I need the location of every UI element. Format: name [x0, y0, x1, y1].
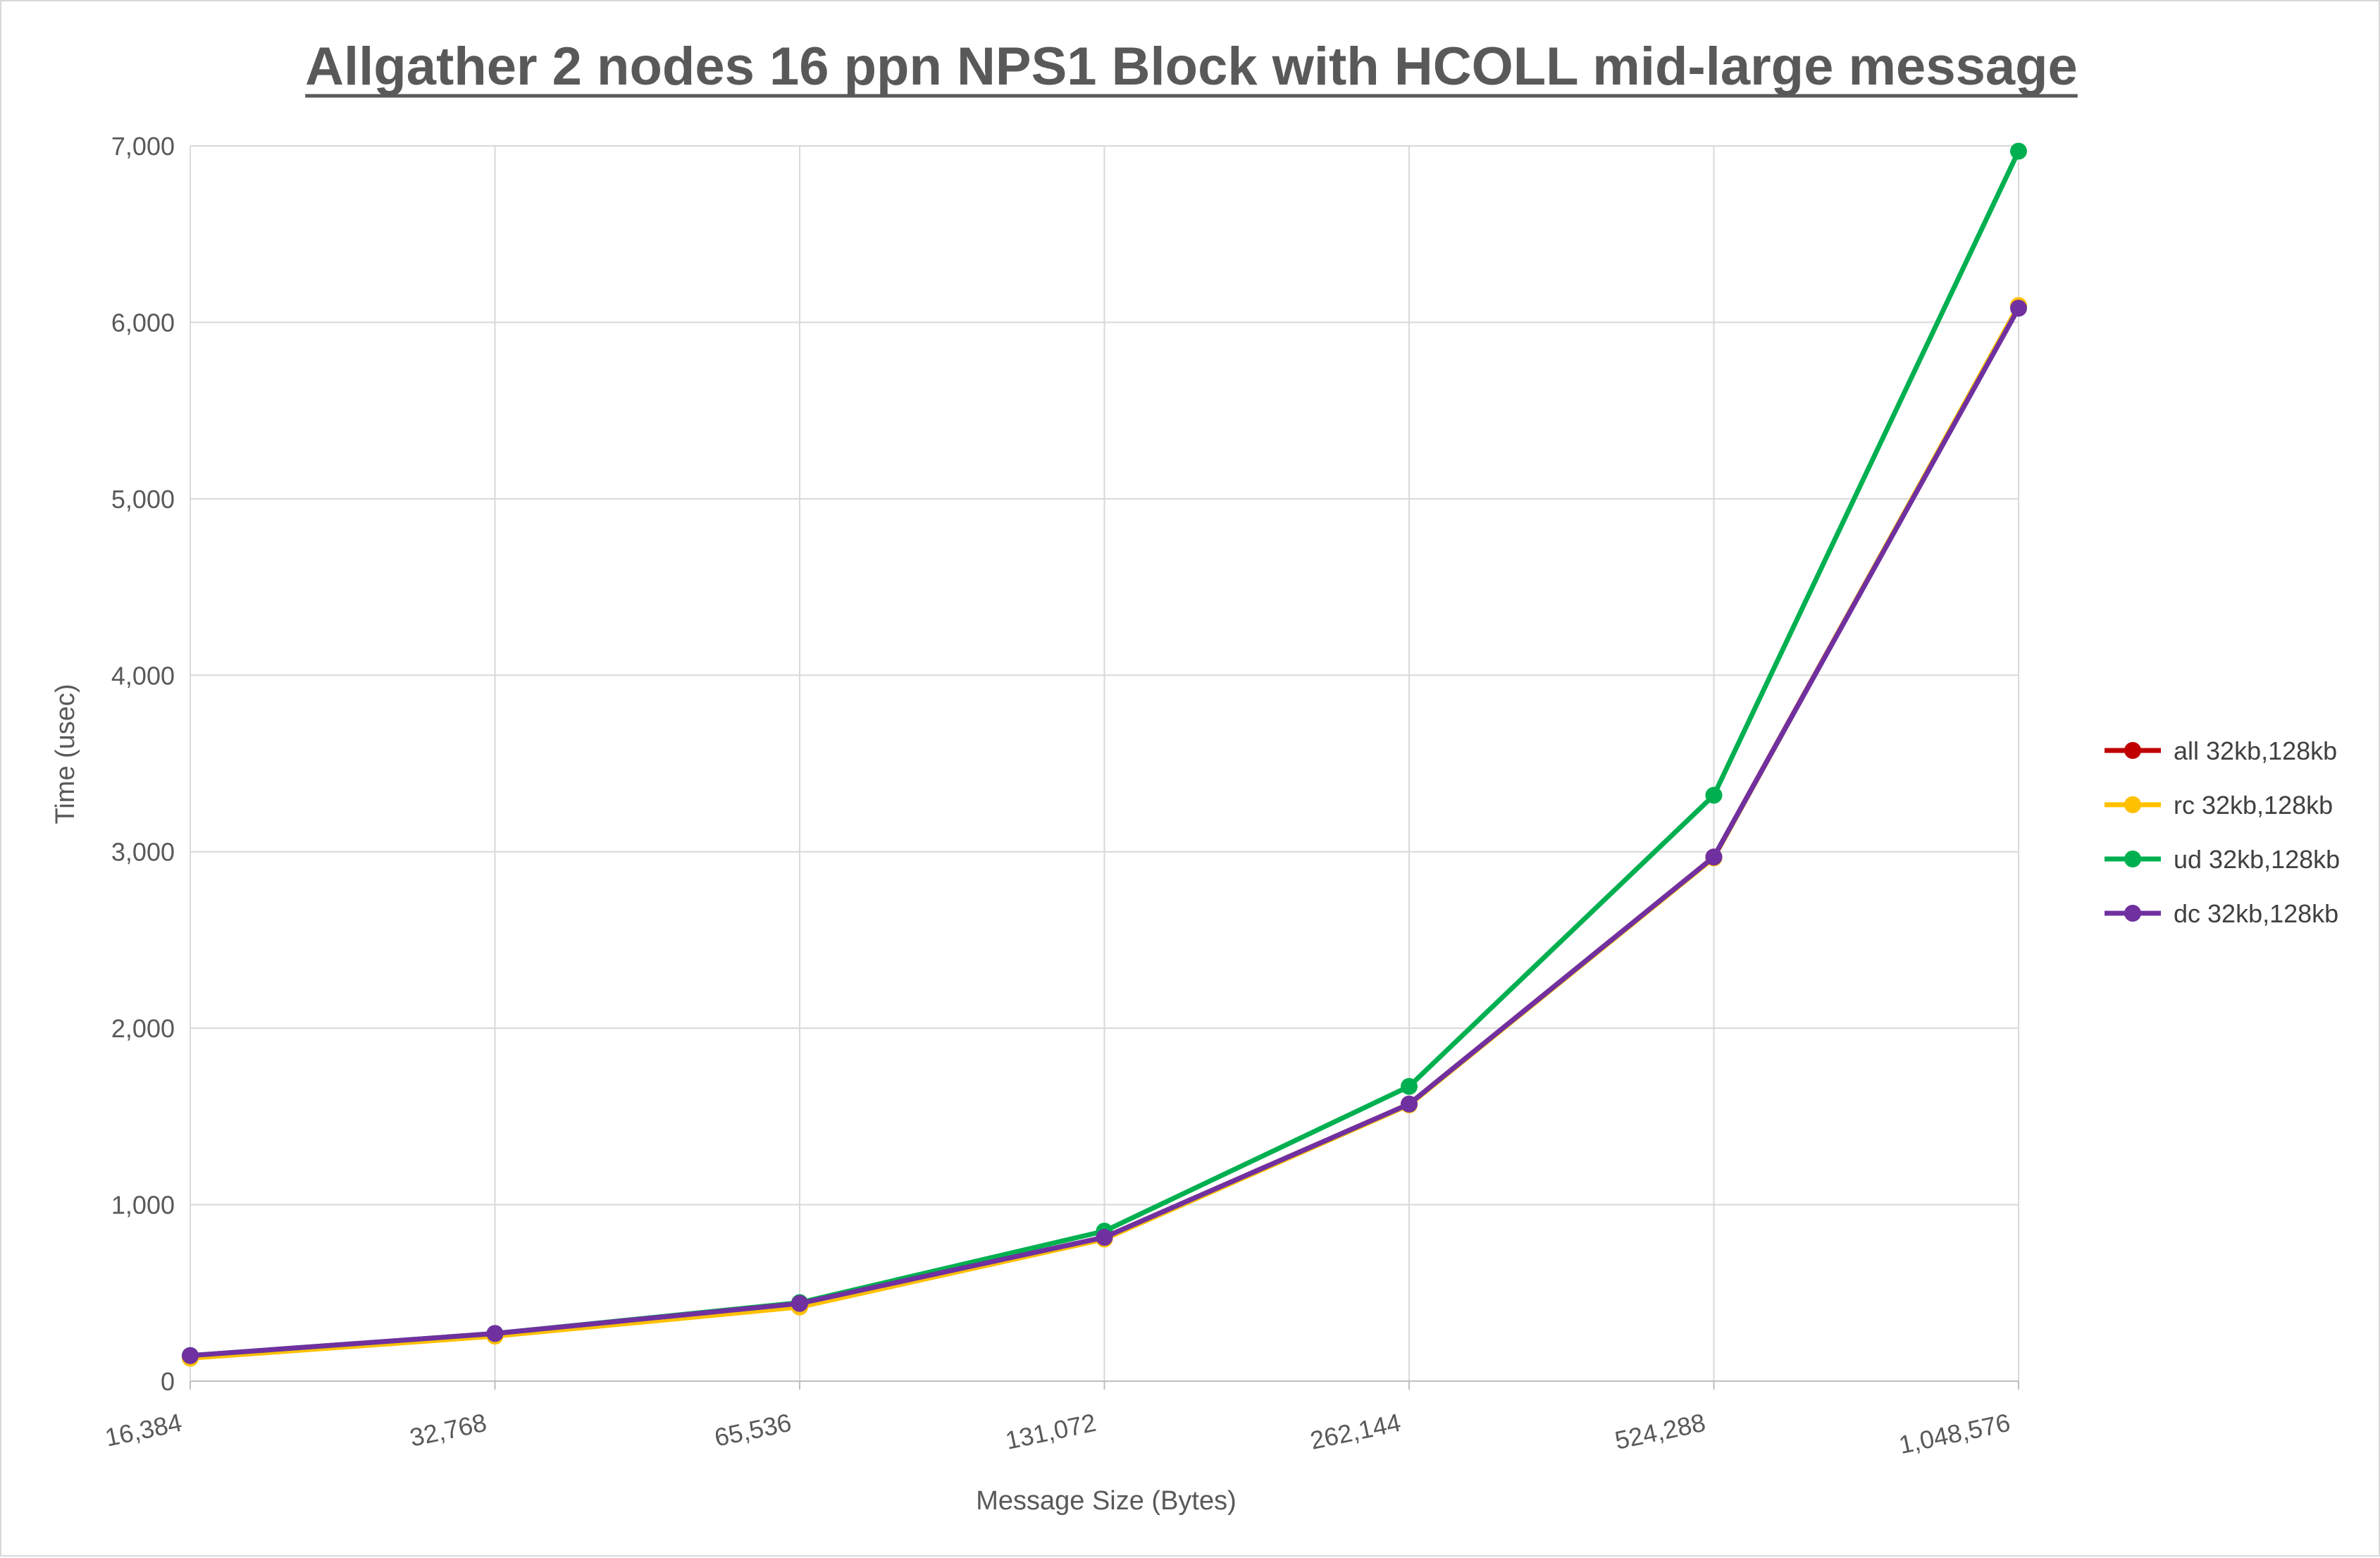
legend-swatch-marker [2124, 851, 2141, 867]
legend-label: rc 32kb,128kb [2174, 791, 2333, 820]
data-point [2010, 142, 2027, 160]
legend-label: dc 32kb,128kb [2174, 899, 2338, 928]
legend-swatch-marker [2124, 796, 2141, 813]
legend: all 32kb,128kb rc 32kb,128kb ud 32kb,128kb… [2105, 736, 2340, 928]
legend-swatch-marker [2124, 742, 2141, 759]
series-lines [182, 142, 2027, 1367]
data-point [791, 1294, 808, 1312]
x-tick-label: 524,288 [1612, 1408, 1708, 1455]
y-tick-label: 3,000 [111, 838, 175, 867]
data-point [1401, 1095, 1418, 1113]
y-tick-label: 1,000 [111, 1191, 175, 1220]
legend-entry: all 32kb,128kb [2105, 736, 2337, 765]
y-tick-label: 5,000 [111, 485, 175, 514]
x-tick-label: 262,144 [1308, 1408, 1403, 1455]
y-tick-label: 2,000 [111, 1014, 175, 1043]
y-tick-label: 6,000 [111, 308, 175, 337]
y-tick-label: 4,000 [111, 661, 175, 690]
legend-label: all 32kb,128kb [2174, 736, 2337, 765]
legend-entry: rc 32kb,128kb [2105, 791, 2333, 820]
axes: 0 1,000 2,000 3,000 4,000 5,000 6,000 7,000 16,3… [102, 132, 2019, 1459]
data-point [1705, 786, 1723, 804]
x-tick-label: 16,384 [102, 1408, 184, 1452]
x-tick-label: 65,536 [712, 1408, 793, 1452]
data-point [1705, 848, 1723, 866]
legend-label: ud 32kb,128kb [2174, 845, 2340, 874]
chart-title: Allgather 2 nodes 16 ppn NPS1 Block with… [305, 37, 2078, 97]
gridlines [190, 145, 2019, 1381]
legend-entry: dc 32kb,128kb [2105, 899, 2338, 928]
y-axis-label: Time (usec) [51, 684, 80, 824]
x-tick-label: 32,768 [407, 1408, 489, 1452]
data-point [182, 1347, 199, 1364]
series-3 [182, 299, 2027, 1364]
legend-swatch-marker [2124, 905, 2141, 922]
y-tick-label: 7,000 [111, 132, 175, 161]
x-tick-label: 131,072 [1003, 1408, 1098, 1455]
data-point [486, 1325, 504, 1342]
data-point [1096, 1228, 1113, 1246]
x-axis-label: Message Size (Bytes) [976, 1486, 1237, 1516]
y-tick-label: 0 [161, 1367, 175, 1396]
data-point [2010, 299, 2027, 317]
data-point [1401, 1077, 1418, 1095]
x-tick-label: 1,048,576 [1896, 1408, 2012, 1459]
legend-entry: ud 32kb,128kb [2105, 845, 2340, 874]
